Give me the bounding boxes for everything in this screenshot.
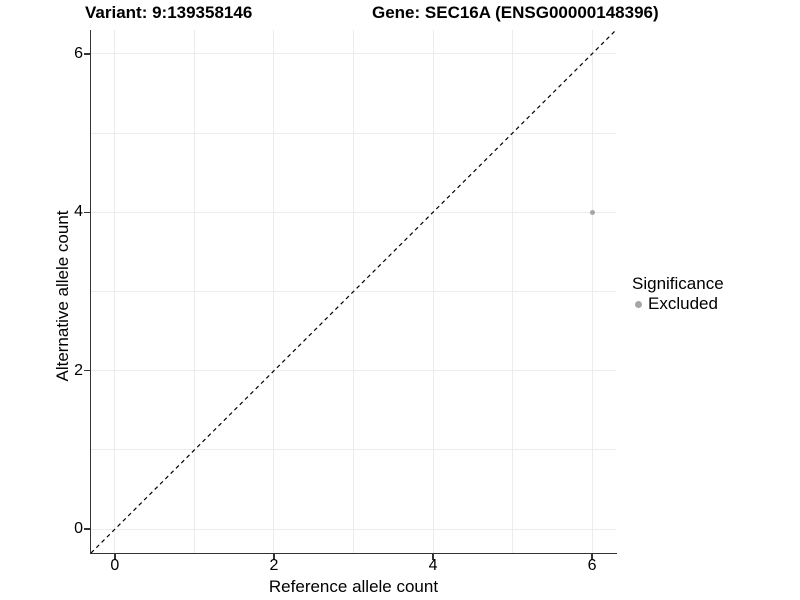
- y-tick-mark: [84, 53, 90, 55]
- x-tick-label: 6: [587, 557, 597, 574]
- y-axis-line: [89, 30, 91, 554]
- x-tick-mark: [114, 554, 116, 560]
- gridline-horizontal: [91, 449, 616, 451]
- x-axis-line: [89, 552, 617, 554]
- plot-title-gene: Gene: SEC16A (ENSG00000148396): [372, 3, 659, 22]
- legend-item: Excluded: [632, 295, 724, 313]
- gridline-horizontal: [91, 132, 616, 134]
- y-tick-label: 4: [74, 203, 83, 221]
- y-tick-label: 2: [74, 361, 83, 379]
- legend: Significance Excluded: [632, 274, 724, 313]
- y-tick-mark: [84, 211, 90, 213]
- y-tick-mark: [84, 528, 90, 530]
- plot-panel: [91, 30, 616, 553]
- identity-line: [91, 30, 616, 553]
- y-tick-label: 0: [74, 520, 83, 538]
- x-tick-label: 0: [110, 557, 120, 574]
- legend-title: Significance: [632, 274, 724, 293]
- x-tick-label: 4: [428, 557, 438, 574]
- legend-items: Excluded: [632, 295, 724, 313]
- y-axis-title: Alternative allele count: [53, 210, 72, 382]
- plot-title-variant: Variant: 9:139358146: [85, 3, 253, 22]
- x-tick-label: 2: [269, 557, 279, 574]
- x-tick-mark: [432, 554, 434, 560]
- y-tick-mark: [84, 369, 90, 372]
- data-point: [589, 209, 595, 215]
- x-tick-mark: [591, 554, 593, 560]
- gridline-horizontal: [91, 528, 616, 530]
- x-axis-title: Reference allele count: [268, 577, 439, 596]
- gridline-horizontal: [91, 370, 616, 372]
- gridline-horizontal: [91, 211, 616, 213]
- legend-point-icon: [635, 300, 642, 308]
- x-tick-mark: [273, 554, 275, 560]
- y-tick-label: 6: [74, 44, 83, 62]
- gridline-horizontal: [91, 53, 616, 55]
- legend-item-label: Excluded: [648, 294, 718, 313]
